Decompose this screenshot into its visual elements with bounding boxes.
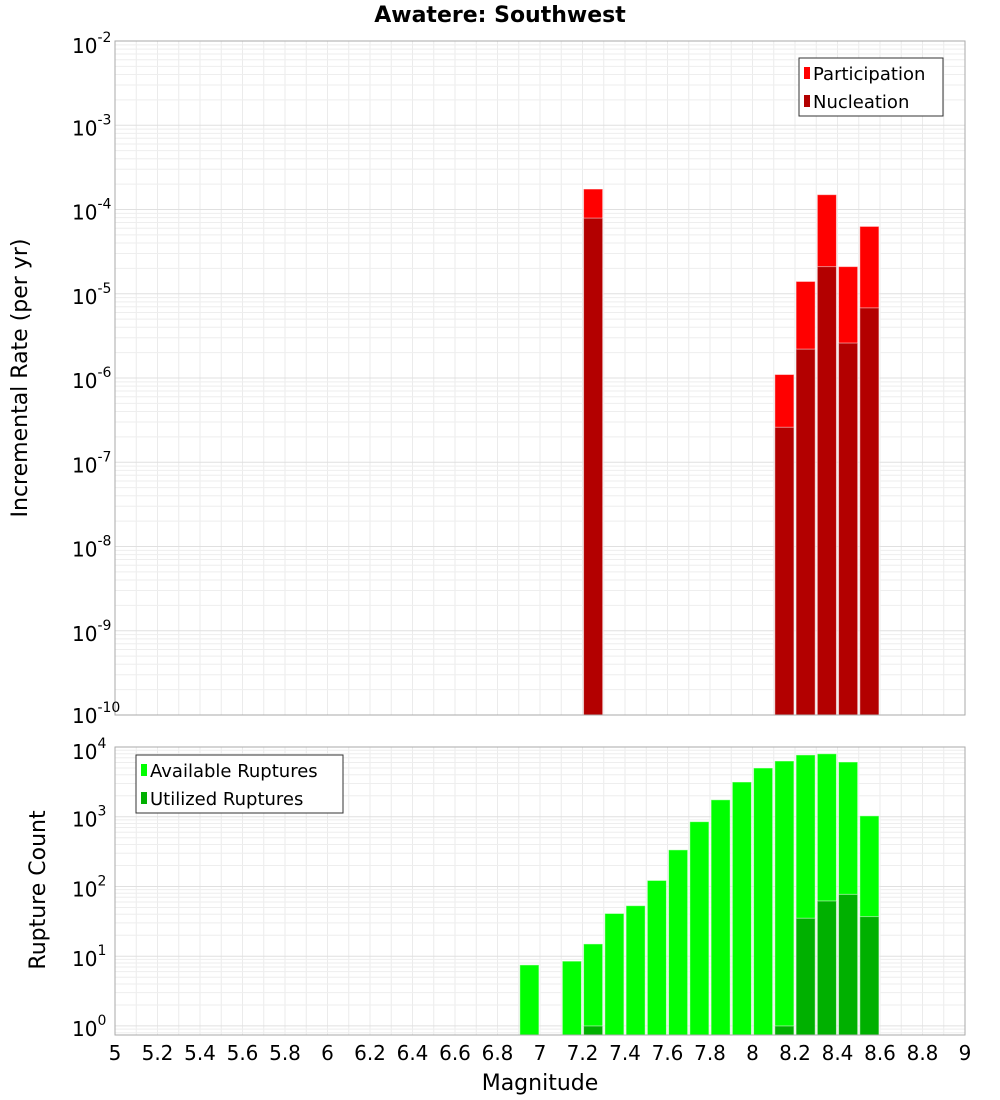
available-ruptures-bar: [731, 781, 752, 1036]
x-axis-label: Magnitude: [482, 1071, 599, 1096]
available-ruptures-bar: [753, 767, 774, 1036]
legend-label: Utilized Ruptures: [150, 789, 303, 810]
y-tick-label: 10-7: [72, 449, 111, 477]
legend-swatch: [141, 792, 147, 804]
utilized-ruptures-bar: [816, 900, 837, 1036]
y-tick-label: 10-8: [72, 534, 111, 562]
available-ruptures-bar: [689, 821, 710, 1036]
x-tick-label: 5: [109, 1041, 122, 1065]
legend-label: Participation: [813, 64, 925, 85]
x-tick-label: 7: [534, 1041, 547, 1065]
top-y-axis-label: Incremental Rate (per yr): [8, 239, 33, 518]
y-tick-label: 102: [72, 873, 106, 901]
legend: Participation Nucleation: [798, 57, 944, 117]
utilized-ruptures-bar: [795, 917, 816, 1036]
available-ruptures-bar: [668, 849, 689, 1036]
y-tick-label: 101: [72, 943, 106, 971]
legend-label: Available Ruptures: [150, 761, 318, 782]
x-tick-label: 8: [746, 1041, 759, 1065]
x-tick-label: 5.8: [269, 1041, 301, 1065]
available-ruptures-bar: [646, 879, 667, 1036]
nucleation-bar: [859, 307, 880, 716]
y-tick-label: 10-6: [72, 365, 112, 393]
nucleation-bar: [583, 217, 604, 716]
x-tick-label: 6.6: [439, 1041, 471, 1065]
x-tick-label: 5.2: [142, 1041, 174, 1065]
utilized-ruptures-bar: [583, 1025, 604, 1036]
utilized-ruptures-bar: [859, 916, 880, 1036]
plot-frame: [114, 40, 966, 716]
legend-swatch: [804, 67, 810, 79]
utilized-ruptures-bar: [774, 1025, 795, 1036]
nucleation-bar: [838, 342, 859, 716]
x-tick-label: 7.8: [694, 1041, 726, 1065]
x-tick-label: 7.6: [652, 1041, 684, 1065]
x-tick-label: 5.4: [184, 1041, 216, 1065]
utilized-ruptures-bar: [838, 893, 859, 1036]
y-tick-label: 100: [72, 1013, 106, 1041]
y-tick-label: 103: [72, 804, 106, 832]
bottom-y-axis-label: Rupture Count: [26, 810, 51, 970]
x-tick-label: 7.2: [567, 1041, 599, 1065]
y-tick-label: 10-10: [72, 700, 120, 728]
x-tick-label: 6.2: [354, 1041, 386, 1065]
legend-box: [798, 57, 944, 117]
available-ruptures-bar: [519, 964, 540, 1036]
y-tick-label: 10-3: [72, 112, 111, 140]
nucleation-bar: [774, 426, 795, 716]
x-tick-label: 8.6: [864, 1041, 896, 1065]
x-tick-label: 7.4: [609, 1041, 641, 1065]
top-panel: 10-2 10-3 10-4 10-5 10-6 10-7 10-8 10-9 10-10 Par…: [72, 30, 966, 728]
legend-swatch: [804, 95, 810, 107]
x-tick-label: 9: [959, 1041, 972, 1065]
available-ruptures-bar: [583, 943, 604, 1036]
chart-title: Awatere: Southwest: [374, 3, 626, 28]
x-tick-label: 6.8: [482, 1041, 514, 1065]
y-tick-label: 10-2: [72, 30, 111, 58]
legend-box: [135, 754, 344, 814]
available-ruptures-bar: [774, 760, 795, 1036]
legend-label: Nucleation: [813, 92, 909, 113]
available-ruptures-bar: [625, 905, 646, 1036]
x-tick-label: 5.6: [227, 1041, 259, 1065]
x-tick-label: 6: [321, 1041, 334, 1065]
y-tick-label: 10-5: [72, 281, 111, 309]
x-tick-label: 6.4: [397, 1041, 429, 1065]
legend: Available Ruptures Utilized Ruptures: [135, 754, 344, 814]
available-ruptures-bar: [710, 799, 731, 1036]
available-ruptures-bar: [604, 912, 625, 1036]
nucleation-bar: [795, 348, 816, 716]
x-tick-label: 8.4: [822, 1041, 854, 1065]
y-tick-label: 10-9: [72, 618, 111, 646]
legend-swatch: [141, 764, 147, 776]
nucleation-bar: [816, 266, 837, 716]
y-tick-label: 104: [72, 736, 106, 764]
y-tick-label: 10-4: [72, 197, 112, 225]
x-tick-label: 8.8: [907, 1041, 939, 1065]
plot-frame: [114, 746, 966, 1036]
x-tick-label: 8.2: [779, 1041, 811, 1065]
available-ruptures-bar: [561, 960, 582, 1036]
